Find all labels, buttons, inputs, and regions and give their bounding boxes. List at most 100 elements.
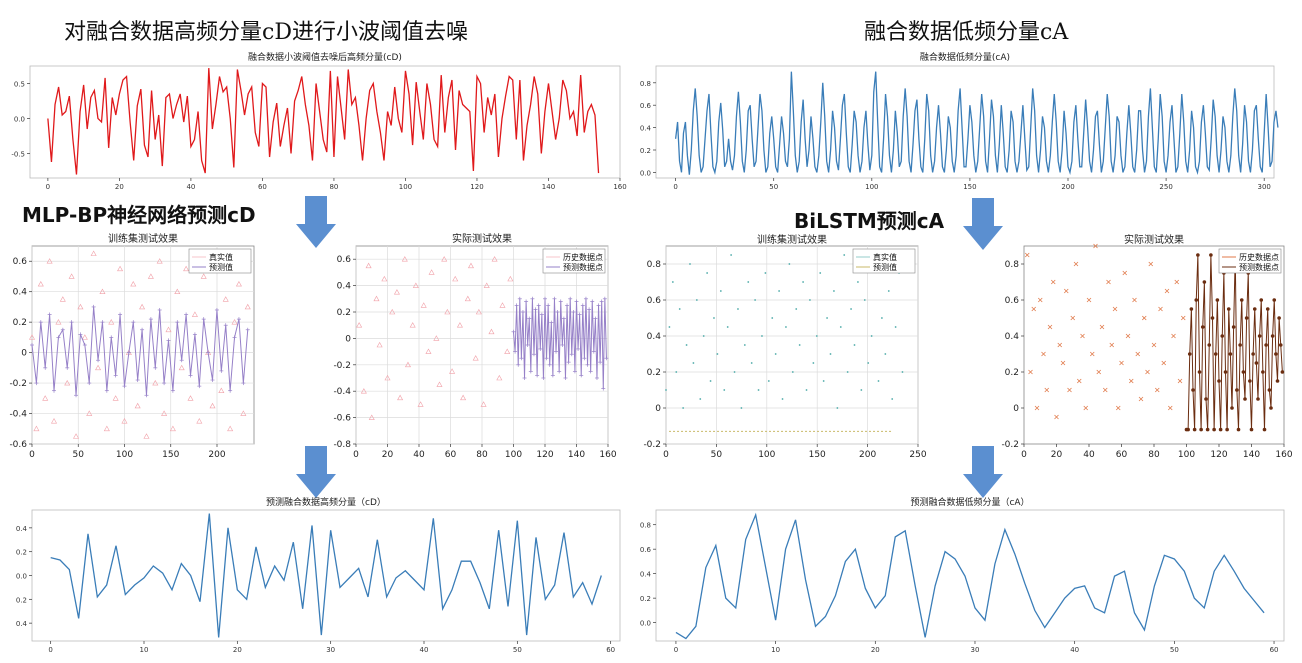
data-point <box>1249 427 1254 432</box>
data-point <box>56 335 61 340</box>
data-point <box>1151 342 1157 348</box>
data-point <box>1197 370 1202 374</box>
data-point <box>891 398 894 400</box>
data-point <box>774 353 777 355</box>
data-point <box>156 258 163 264</box>
y-tick-label: -0.4 <box>333 387 351 397</box>
data-point <box>798 344 801 346</box>
x-tick-label: 50 <box>73 450 85 460</box>
x-tick-label: 10 <box>140 646 149 654</box>
data-point <box>33 425 40 432</box>
data-point <box>1269 406 1273 410</box>
data-point <box>791 371 794 373</box>
data-point <box>1265 307 1270 311</box>
chart-svg: 预测融合数据高频分量（cD） 0 10 20 30 40 50 60 0.4 0.2 0.0 0.2 0… <box>16 496 621 654</box>
x-tick-label: 0 <box>1021 450 1027 460</box>
x-tick-label: 100 <box>505 450 522 460</box>
data-point <box>594 376 599 380</box>
data-point <box>1187 352 1192 356</box>
x-tick-label: 80 <box>329 183 338 191</box>
data-point <box>148 317 153 322</box>
y-tick-label: 0.6 <box>640 102 652 110</box>
data-point <box>77 303 84 310</box>
data-point <box>81 334 88 340</box>
x-tick-label: 160 <box>613 183 626 191</box>
data-point <box>577 312 582 317</box>
data-point <box>571 310 576 314</box>
data-point <box>1239 298 1244 302</box>
data-point <box>785 326 787 328</box>
data-point <box>857 281 859 283</box>
data-point <box>74 393 79 398</box>
chart-mlp-train: 训练集测试效果 0 50 100 150 200 0.6 0.4 0.2 0 -0.2 -0.4 -0.… <box>0 232 272 460</box>
x-tick-label: 50 <box>513 646 522 654</box>
data-point <box>1109 342 1115 348</box>
x-tick-label: 80 <box>1148 450 1160 460</box>
data-point <box>1230 406 1234 410</box>
data-point <box>153 365 158 370</box>
data-point <box>554 349 559 354</box>
data-point <box>191 311 198 317</box>
data-point <box>583 296 588 301</box>
data-point <box>1278 343 1283 347</box>
data-point <box>568 296 573 301</box>
data-point <box>829 353 832 355</box>
data-point <box>236 317 241 322</box>
legend-label: 预测值 <box>209 262 233 272</box>
data-point <box>235 280 242 287</box>
data-point <box>112 395 119 401</box>
data-point <box>850 308 852 310</box>
data-point <box>527 316 532 321</box>
down-arrow-icon <box>963 446 1003 498</box>
data-point <box>140 327 145 332</box>
x-tick-label: 0 <box>48 646 52 654</box>
data-point <box>1093 243 1098 249</box>
data-point <box>853 344 856 346</box>
data-point <box>409 322 416 328</box>
data-point <box>706 272 709 274</box>
data-point <box>55 319 62 325</box>
y-tick-label: -0.2 <box>1001 440 1019 450</box>
data-point <box>197 384 202 389</box>
data-point <box>566 360 571 365</box>
data-point <box>1024 252 1030 258</box>
data-point <box>51 418 58 424</box>
chart-title: 实际测试效果 <box>1124 233 1184 246</box>
data-point <box>162 381 167 386</box>
series-line <box>31 306 249 396</box>
data-point <box>47 312 52 317</box>
y-tick-label: 0 <box>1013 404 1019 414</box>
data-point <box>30 343 34 347</box>
data-point <box>1270 334 1275 338</box>
data-point <box>1164 288 1170 294</box>
data-point <box>1261 370 1265 374</box>
data-point <box>599 299 604 304</box>
data-point <box>543 296 547 301</box>
x-tick-label: 100 <box>399 183 412 191</box>
data-point <box>1262 427 1267 432</box>
data-point <box>1158 306 1163 312</box>
y-tick-label: -0.6 <box>9 440 27 450</box>
data-point <box>602 296 607 301</box>
chart-svg: 预测融合数据低频分量（cA） 0 10 20 30 40 50 60 0.8 0.6 0.4 0.2 0… <box>640 496 1285 654</box>
data-point <box>1238 343 1242 347</box>
data-point <box>1171 333 1176 339</box>
y-tick-label: -0.5 <box>11 151 25 159</box>
data-point <box>1106 279 1111 285</box>
data-point <box>604 356 609 361</box>
data-point <box>585 362 590 367</box>
x-tick-label: 200 <box>208 450 225 460</box>
data-point <box>519 356 524 361</box>
data-point <box>1034 405 1040 411</box>
data-point <box>109 335 114 340</box>
data-point <box>805 389 808 391</box>
data-point <box>514 303 519 308</box>
data-point <box>1167 405 1173 411</box>
left-main-title: 对融合数据高频分量cD进行小波阈值去噪 <box>64 20 468 45</box>
data-point <box>767 380 770 382</box>
data-point <box>740 407 743 409</box>
data-point <box>1274 352 1278 356</box>
data-point <box>580 303 585 308</box>
data-point <box>809 299 811 301</box>
